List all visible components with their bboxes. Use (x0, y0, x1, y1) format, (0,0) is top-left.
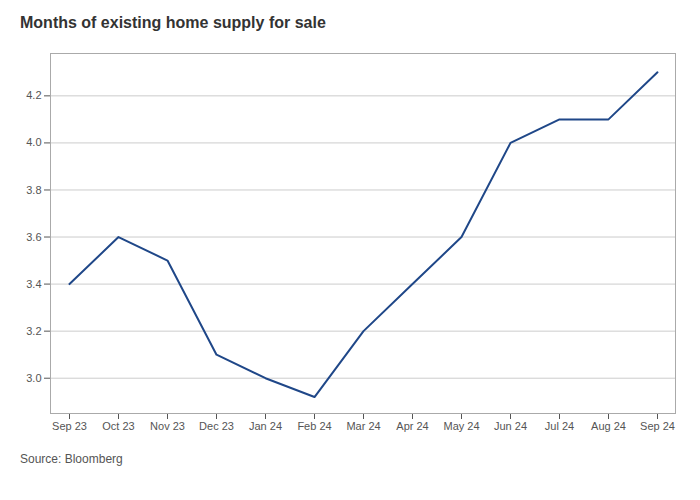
svg-text:3.4: 3.4 (26, 278, 41, 290)
svg-text:Sep 24: Sep 24 (640, 420, 675, 432)
svg-text:Jan 24: Jan 24 (249, 420, 282, 432)
svg-text:Apr 24: Apr 24 (396, 420, 428, 432)
svg-text:Nov 23: Nov 23 (150, 420, 185, 432)
svg-text:Jul 24: Jul 24 (545, 420, 574, 432)
svg-text:Oct 23: Oct 23 (102, 420, 134, 432)
svg-text:Dec 23: Dec 23 (199, 420, 234, 432)
svg-text:4.2: 4.2 (26, 89, 41, 101)
svg-text:3.2: 3.2 (26, 325, 41, 337)
html-text:Months of existing home supply: Months of existing home supply for sale (20, 14, 326, 31)
svg-text:Mar 24: Mar 24 (346, 420, 380, 432)
svg-text:3.0: 3.0 (26, 372, 41, 384)
svg-text:Feb 24: Feb 24 (297, 420, 331, 432)
svg-text:Aug 24: Aug 24 (591, 420, 626, 432)
svg-text:3.6: 3.6 (26, 231, 41, 243)
html-text:Source: Bloomberg: Source: Bloomberg (20, 452, 123, 466)
svg-text:4.0: 4.0 (26, 136, 41, 148)
svg-text:Jun 24: Jun 24 (494, 420, 527, 432)
svg-text:Sep 23: Sep 23 (52, 420, 87, 432)
svg-text:May 24: May 24 (443, 420, 479, 432)
svg-text:3.8: 3.8 (26, 183, 41, 195)
